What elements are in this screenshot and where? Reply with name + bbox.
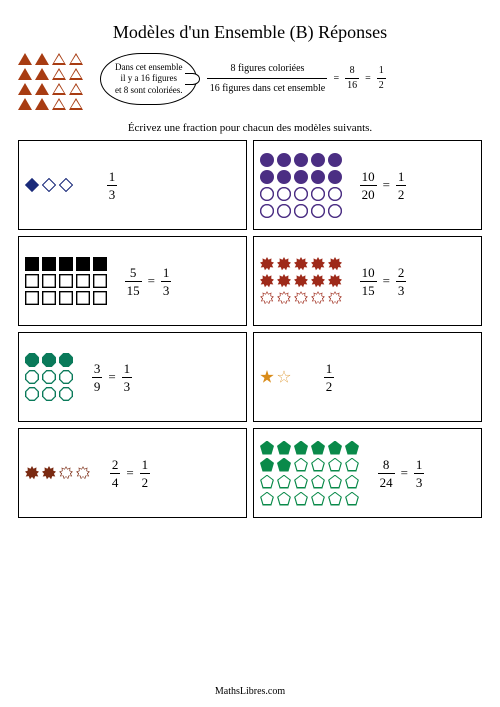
- answer: 1020=12: [350, 170, 416, 201]
- answer: 39=13: [79, 362, 145, 393]
- explain-top: 8 figures coloriées: [207, 61, 327, 76]
- page-title: Modèles d'un Ensemble (B) Réponses: [18, 22, 482, 43]
- answer: 12: [296, 362, 362, 393]
- frac-d: 16: [345, 81, 359, 91]
- answer: 13: [79, 170, 145, 201]
- answer: 1015=23: [350, 266, 416, 297]
- card: 12: [253, 332, 482, 422]
- explain-bottom: 16 figures dans cet ensemble: [207, 81, 327, 96]
- cards-grid: 13 1020=12 515=13 1015=23 39=13 12 24=12 824=13: [18, 140, 482, 518]
- shapes-area: [260, 153, 350, 218]
- shapes-area: [260, 441, 368, 506]
- speech-bubble: Dans cet ensemble il y a 16 figures et 8…: [100, 53, 197, 105]
- instruction-text: Écrivez une fraction pour chacun des mod…: [18, 122, 482, 134]
- card: 39=13: [18, 332, 247, 422]
- shapes-area: [260, 257, 350, 305]
- answer: 824=13: [368, 458, 434, 489]
- shapes-area: [25, 353, 79, 401]
- card: 24=12: [18, 428, 247, 518]
- card: 515=13: [18, 236, 247, 326]
- card: 13: [18, 140, 247, 230]
- intro-row: Dans cet ensemble il y a 16 figures et 8…: [18, 53, 482, 110]
- frac-d: 2: [377, 81, 386, 91]
- shapes-area: [25, 466, 97, 480]
- explain-equation: 8 figures coloriées 16 figures dans cet …: [207, 61, 385, 96]
- card: 824=13: [253, 428, 482, 518]
- footer-text: MathsLibres.com: [0, 686, 500, 697]
- shapes-area: [25, 178, 79, 192]
- frac-n: 8: [348, 66, 357, 76]
- bubble-line: Dans cet ensemble: [115, 62, 182, 73]
- shapes-area: [25, 257, 115, 305]
- card: 1015=23: [253, 236, 482, 326]
- frac-n: 1: [377, 66, 386, 76]
- answer: 515=13: [115, 266, 181, 297]
- intro-shapes: [18, 53, 90, 110]
- answer: 24=12: [97, 458, 163, 489]
- card: 1020=12: [253, 140, 482, 230]
- bubble-line: et 8 sont coloriées.: [115, 85, 182, 96]
- bubble-line: il y a 16 figures: [115, 73, 182, 84]
- shapes-area: [260, 370, 296, 384]
